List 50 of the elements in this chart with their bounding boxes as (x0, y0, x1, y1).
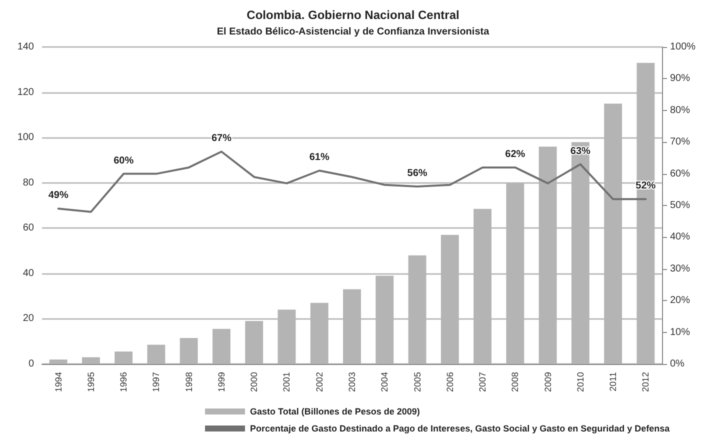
y-tick-label: 20 (22, 313, 34, 324)
y2-tick-label: 50% (670, 200, 690, 211)
data-label: 63% (570, 146, 591, 157)
data-label: 52% (636, 180, 656, 192)
y-tick-label: 120 (17, 86, 34, 98)
data-label: 62% (505, 148, 526, 160)
y2-tick-label: 80% (670, 104, 690, 116)
chart-subtitle: El Estado Bélico-Asistencial y de Confianza Inversionista (216, 26, 490, 38)
y-tick-label: 80 (22, 177, 34, 188)
y2-tick-label: 0% (670, 358, 685, 370)
x-tick-label: 1995 (86, 372, 96, 392)
x-tick-label: 2002 (314, 372, 324, 392)
x-tick-label: 2012 (640, 372, 651, 392)
data-label: 56% (407, 168, 428, 179)
x-tick-label: 1997 (151, 372, 162, 392)
x-tick-label: 2007 (478, 372, 488, 392)
y-tick-label: 60 (22, 222, 34, 234)
x-tick-label: 2004 (380, 372, 390, 392)
data-label: 49% (48, 190, 68, 202)
x-tick-label: 1999 (216, 372, 226, 392)
y-tick-label: 0 (28, 358, 34, 370)
y-tick-label: 100 (17, 132, 34, 144)
chart-title: Colombia. Gobierno Nacional Central (246, 8, 460, 22)
x-tick-label: 2005 (412, 372, 422, 392)
y2-tick-label: 20% (670, 295, 690, 306)
x-tick-label: 2008 (510, 372, 520, 392)
x-tick-label: 1996 (118, 372, 129, 392)
x-tick-label: 2001 (282, 372, 292, 392)
x-tick-label: 2000 (249, 372, 260, 392)
y2-tick-label: 40% (670, 232, 690, 243)
legend-label: Gasto Total (Billones de Pesos de 2009) (250, 406, 420, 416)
x-tick-label: 2003 (347, 372, 357, 392)
y2-tick-label: 10% (670, 326, 690, 338)
y2-tick-label: 70% (670, 136, 690, 148)
x-tick-label: 1994 (53, 372, 64, 392)
data-label: 67% (211, 133, 232, 144)
data-label: 61% (309, 152, 330, 164)
x-tick-label: 2006 (444, 372, 455, 392)
y-tick-label: 40 (22, 268, 34, 279)
x-tick-label: 2011 (608, 372, 618, 392)
y2-tick-label: 90% (670, 73, 690, 84)
y-tick-label: 140 (17, 42, 34, 52)
data-label: 60% (114, 155, 134, 166)
legend-label: Porcentaje de Gasto Destinado a Pago de Intereses, Gasto Social y Gasto en Seguridad y Defensa (250, 424, 671, 434)
x-tick-label: 2010 (575, 372, 586, 392)
y2-tick-label: 60% (670, 168, 690, 180)
y2-tick-label: 30% (670, 263, 690, 274)
x-tick-label: 2009 (542, 372, 553, 392)
x-tick-label: 1998 (184, 372, 194, 392)
y2-tick-label: 100% (670, 42, 696, 52)
